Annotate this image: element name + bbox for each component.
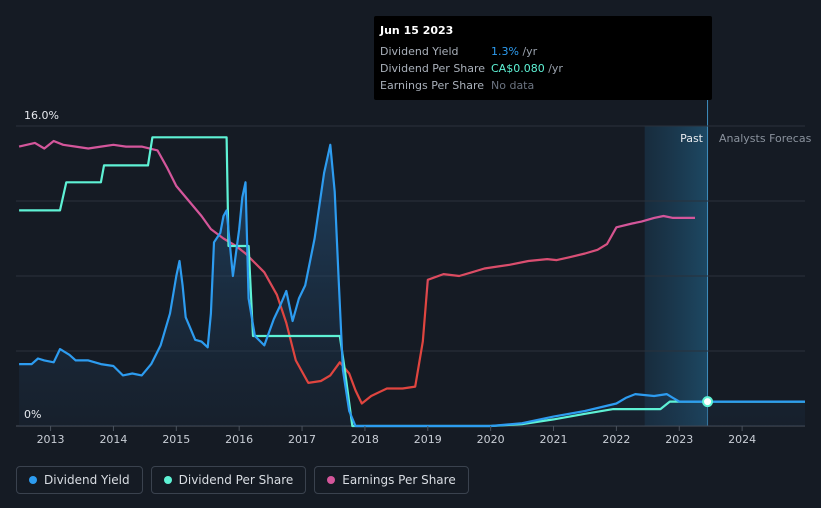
highlight-point	[702, 396, 714, 408]
legend-item-dividend-yield[interactable]: Dividend Yield	[16, 466, 143, 494]
past-region-label: Past	[680, 132, 704, 145]
x-tick-label: 2019	[414, 433, 442, 446]
earnings-per-share-line	[18, 139, 695, 405]
x-tick-label: 2021	[540, 433, 568, 446]
x-tick-label: 2014	[99, 433, 127, 446]
tooltip-label: Dividend Per Share	[380, 62, 486, 75]
y-axis-label-bottom: 0%	[24, 408, 41, 421]
legend-item-dividend-per-share[interactable]: Dividend Per Share	[150, 466, 307, 494]
past-region	[644, 100, 709, 426]
tooltip-value: CA$0.080 /yr	[491, 62, 563, 75]
legend: Dividend Yield Dividend Per Share Earnin…	[16, 466, 469, 494]
x-tick-label: 2017	[288, 433, 316, 446]
dividend-yield-area	[19, 144, 806, 427]
tooltip: Jun 15 2023 Dividend Yield 1.3% /yr Divi…	[374, 16, 712, 100]
tooltip-row-dividend-per-share: Dividend Per Share CA$0.080 /yr	[380, 60, 706, 77]
tooltip-label: Earnings Per Share	[380, 79, 485, 92]
x-tick-label: 2022	[602, 433, 630, 446]
forecast-region-label: Analysts Forecas	[719, 132, 812, 145]
dividend-yield-line	[19, 143, 805, 428]
x-tick-label: 2013	[37, 433, 65, 446]
legend-label: Dividend Per Share	[178, 473, 294, 487]
x-tick-label: 2020	[477, 433, 505, 446]
tooltip-value: No data	[491, 79, 535, 92]
tooltip-date: Jun 15 2023	[380, 24, 454, 37]
legend-dot-icon	[327, 476, 336, 484]
tooltip-row-dividend-yield: Dividend Yield 1.3% /yr	[380, 43, 706, 60]
y-axis-label-top: 16.0%	[24, 109, 59, 122]
tooltip-row-earnings-per-share: Earnings Per Share No data	[380, 77, 706, 94]
dividend-per-share-line	[19, 136, 805, 428]
legend-label: Earnings Per Share	[342, 473, 456, 487]
x-tick-label: 2018	[351, 433, 379, 446]
legend-dot-icon	[163, 476, 172, 484]
x-tick-label: 2024	[728, 433, 756, 446]
x-tick-label: 2016	[225, 433, 253, 446]
x-axis: 2013 2014 2015 2016 2017 2018 2019 2020 2021 2022…	[37, 426, 756, 446]
legend-label: Dividend Yield	[44, 473, 130, 487]
legend-dot-icon	[29, 476, 37, 484]
series-layer	[18, 136, 806, 428]
tooltip-value: 1.3% /yr	[491, 45, 538, 58]
x-tick-label: 2015	[162, 433, 190, 446]
x-tick-label: 2023	[665, 433, 693, 446]
tooltip-label: Dividend Yield	[380, 45, 459, 58]
legend-item-earnings-per-share[interactable]: Earnings Per Share	[314, 466, 469, 494]
